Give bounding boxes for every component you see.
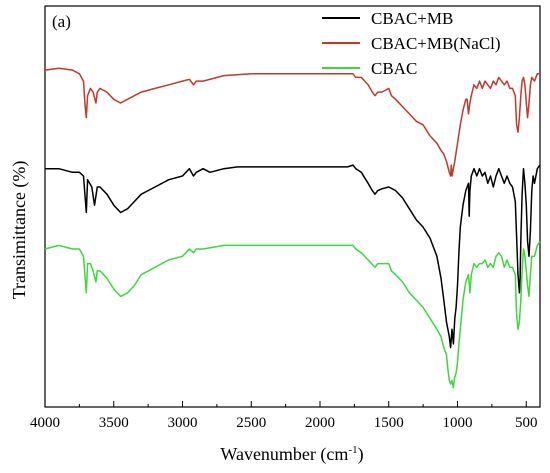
x-tick-label: 4000: [30, 415, 60, 431]
plot-frame: [44, 5, 541, 408]
legend-label: CBAC+MB(NaCl): [371, 34, 501, 53]
legend-label: CBAC: [371, 59, 417, 78]
panel-label: (a): [52, 12, 71, 31]
series-line-2: [44, 241, 541, 389]
x-tick-label: 2000: [305, 415, 335, 431]
x-tick-label: 1000: [443, 415, 473, 431]
series-lines: [44, 67, 541, 389]
x-axis-label-main: Wavenumber (cm: [220, 444, 348, 465]
x-tick-label: 2500: [236, 415, 266, 431]
x-axis-ticks: 4000 3500 3000 2500 2000 1500 1000 500: [30, 401, 538, 431]
x-tick-label: 3500: [99, 415, 129, 431]
x-axis-label: Wavenumber (cm-1): [220, 444, 363, 465]
x-axis-label-superscript: -1: [348, 444, 357, 456]
x-axis-label-close: ): [358, 444, 364, 465]
y-axis-label: Transimittance (%): [9, 161, 30, 300]
x-tick-label: 500: [515, 415, 538, 431]
series-line-0: [45, 164, 541, 349]
x-tick-label: 3000: [168, 415, 198, 431]
series-line-1: [44, 67, 540, 177]
legend-label: CBAC+MB: [371, 9, 453, 28]
legend: CBAC+MB CBAC+MB(NaCl) CBAC: [322, 9, 501, 78]
x-tick-label: 1500: [374, 415, 404, 431]
